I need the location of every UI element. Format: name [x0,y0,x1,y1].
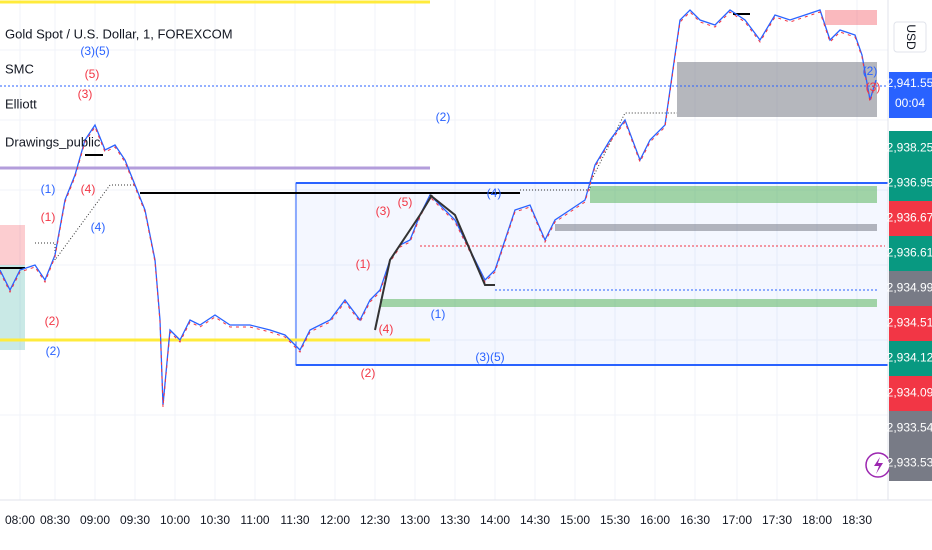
supply-zone [677,62,877,117]
price-tag-label: 2,934.09 [887,386,932,400]
price-tag-label: 2,936.95 [887,176,932,190]
time-label: 18:00 [802,513,832,527]
supply-zone [825,10,877,25]
price-tag-label: 2,934.51 [887,316,932,330]
price-tag-label: 2,938.25 [887,141,932,155]
wave-label: (3) [866,80,881,94]
range-box [295,182,891,366]
price-tag-label: 2,933.54 [887,421,932,435]
time-label: 17:00 [722,513,752,527]
price-tag [889,131,932,166]
structure-dotted [35,184,135,262]
wave-label: (3)(5) [475,350,504,364]
wave-label: (1) [41,182,56,196]
wave-label: (4) [487,186,502,200]
legend-line: Elliott [5,96,37,111]
time-label: 14:30 [520,513,550,527]
currency-button[interactable] [893,21,927,53]
supply-zone [0,225,25,265]
time-label: 09:00 [80,513,110,527]
lightning-icon [874,457,883,474]
price-tag-label: 2,941.55 [887,76,932,90]
wave-label: (3)(5) [80,44,109,58]
wave-line [374,194,433,331]
wave-label: (3) [376,204,391,218]
price-tag [889,201,932,236]
time-label: 11:00 [240,513,269,527]
time-label: 15:00 [560,513,590,527]
time-label: 09:30 [120,513,150,527]
wave-label: (2) [46,344,61,358]
wave-label: (3) [78,87,93,101]
price-tag [889,446,932,481]
time-label: 08:30 [40,513,70,527]
price-tag-label: 2,933.53 [887,456,932,470]
time-label: 17:30 [762,513,792,527]
price-tag [889,411,932,446]
price-tag [889,271,932,306]
time-label: 10:00 [160,513,190,527]
price-tag-label: 2,934.99 [887,281,932,295]
wave-label: (4) [91,220,106,234]
wave-label: (1) [356,257,371,271]
time-label: 12:00 [320,513,350,527]
time-label: 11:30 [280,513,309,527]
time-label: 08:00 [5,513,35,527]
wave-label: (4) [81,182,96,196]
grid [19,0,858,500]
zone [555,224,877,231]
wave-label: (2) [361,366,376,380]
wave-label: (5) [398,195,413,209]
time-label: 15:30 [600,513,630,527]
price-series [0,11,877,408]
price-tag [889,341,932,376]
time-label: 18:30 [842,513,872,527]
legend-line: Gold Spot / U.S. Dollar, 1, FOREXCOM [5,26,233,41]
price-tag-countdown: 00:04 [895,96,925,110]
price-series [0,9,877,406]
demand-zone [380,299,877,307]
legend-line: Drawings_public [5,134,101,149]
time-label: 12:30 [360,513,390,527]
time-label: 14:00 [480,513,510,527]
wave-label: (1) [431,307,446,321]
time-label: 10:30 [200,513,230,527]
structure-dotted [520,112,677,191]
price-tag [889,72,932,118]
price-tag-label: 2,934.12 [887,351,932,365]
price-tag [889,306,932,341]
wave-line [429,194,495,286]
wave-label: (1) [41,210,56,224]
wave-label: (5) [85,67,100,81]
price-tag-label: 2,936.61 [887,246,932,260]
price-tag [889,166,932,201]
legend-line: SMC [5,61,34,76]
wave-label: (2) [863,64,878,78]
time-label: 16:30 [680,513,710,527]
currency: USD [904,24,918,50]
wave-label: (4) [379,322,394,336]
price-tag [889,236,932,271]
time-label: 16:00 [640,513,670,527]
time-label: 13:30 [440,513,470,527]
price-tag [889,376,932,411]
time-label: 13:00 [400,513,430,527]
demand-zone [590,186,877,203]
wave-label: (2) [45,314,60,328]
price-tag-label: 2,936.67 [887,211,932,225]
wave-label: (2) [436,110,451,124]
